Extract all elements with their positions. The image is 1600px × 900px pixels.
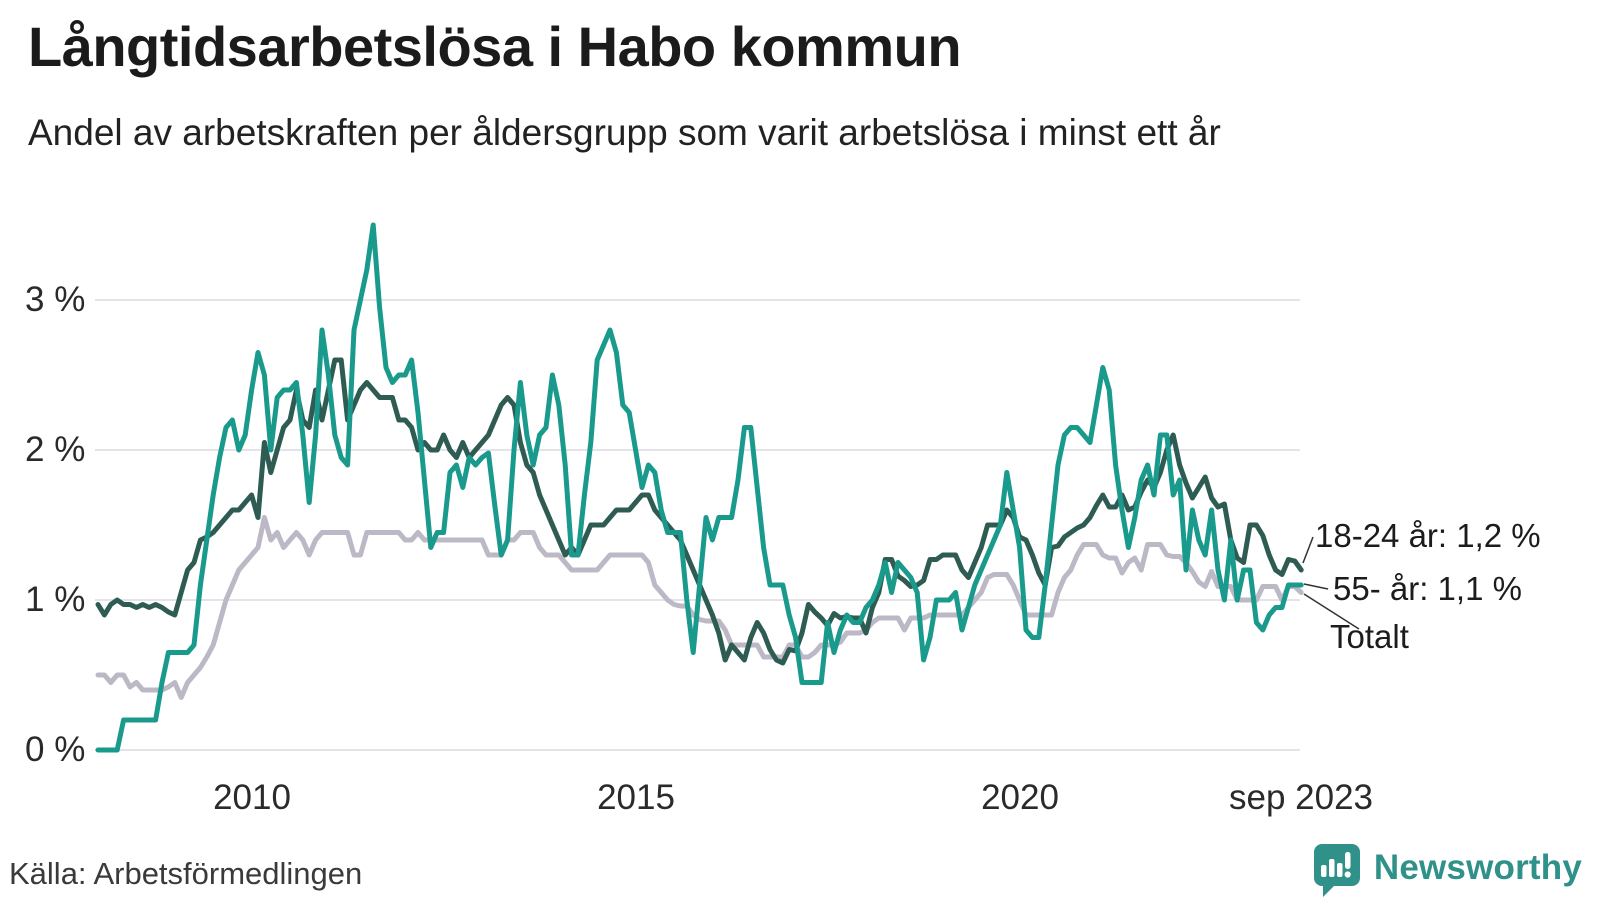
y-tick-3: 3 % xyxy=(25,280,86,319)
series-line-totalt xyxy=(95,515,1304,700)
x-tick-2010: 2010 xyxy=(213,778,291,817)
series-label-totalt: Totalt xyxy=(1330,618,1409,655)
page-title: Långtidsarbetslösa i Habo kommun xyxy=(28,15,962,78)
page-subtitle: Andel av arbetskraften per åldersgrupp s… xyxy=(28,112,1221,153)
y-tick-2: 2 % xyxy=(25,430,86,469)
series-label-18-24: 18-24 år: 1,2 % xyxy=(1315,517,1541,554)
x-tick-2015: 2015 xyxy=(597,778,675,817)
annotation-leader-line xyxy=(1303,593,1360,630)
newsworthy-logo-icon xyxy=(1313,844,1360,897)
y-tick-0: 0 % xyxy=(25,730,86,769)
annotation-leader-line xyxy=(1303,583,1329,590)
x-tick-2020: 2020 xyxy=(981,778,1059,817)
annotation-leader-line xyxy=(1302,536,1314,564)
brand-name: Newsworthy xyxy=(1373,848,1582,887)
series-line-55-r xyxy=(95,222,1304,753)
brand-logo: Newsworthy xyxy=(1310,838,1582,898)
x-tick-sep-2023: sep 2023 xyxy=(1228,778,1374,817)
source-note: Källa: Arbetsförmedlingen xyxy=(9,856,363,891)
series-label-55: 55- år: 1,1 % xyxy=(1333,570,1522,607)
y-tick-1: 1 % xyxy=(25,580,86,619)
